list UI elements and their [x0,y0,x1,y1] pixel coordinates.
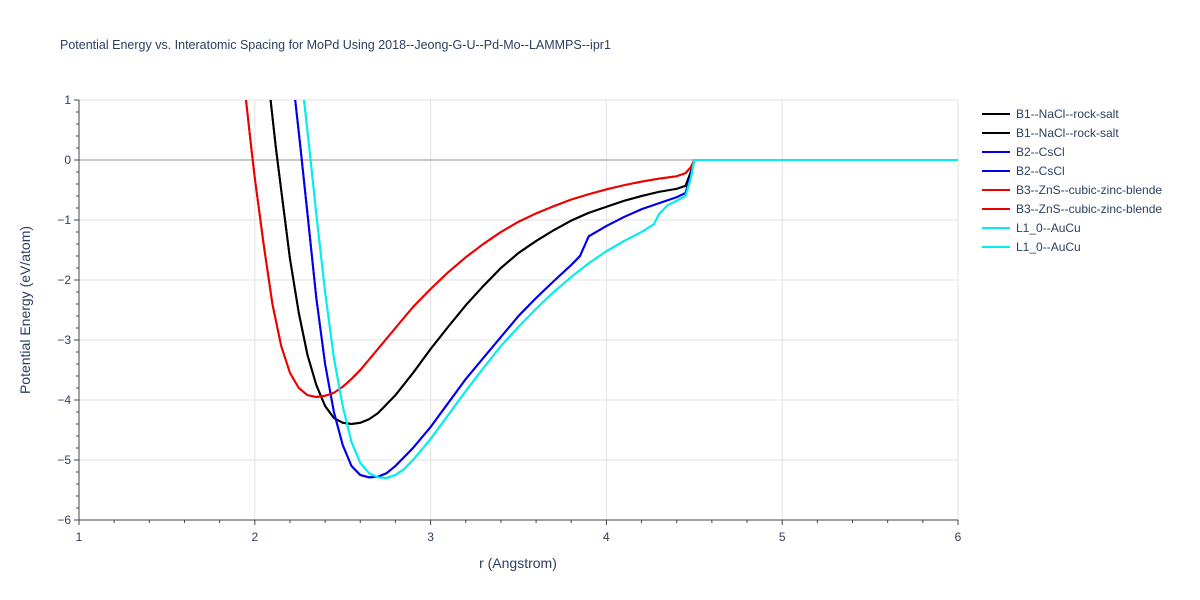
legend-item[interactable]: L1_0--AuCu [982,221,1081,235]
series-line-6 [303,100,958,479]
x-tick-label: 2 [251,530,258,544]
axes [74,99,959,525]
legend-label: L1_0--AuCu [1016,221,1081,235]
legend-label: B1--NaCl--rock-salt [1016,126,1119,140]
legend-label: L1_0--AuCu [1016,240,1081,254]
legend-label: B2--CsCl [1016,145,1065,159]
y-tick-label: −5 [57,453,71,467]
y-axis-title: Potential Energy (eV/atom) [17,226,33,394]
y-tick-label: −3 [57,333,71,347]
legend-label: B2--CsCl [1016,164,1065,178]
y-tick-label: 1 [64,93,71,107]
series-line-3 [294,100,958,479]
x-tick-label: 1 [76,530,83,544]
series-line-7 [303,100,958,479]
series-line-4 [245,100,958,398]
x-axis-title: r (Angstrom) [479,555,557,571]
x-tick-label: 5 [779,530,786,544]
chart-title: Potential Energy vs. Interatomic Spacing… [60,38,611,52]
series-line-1 [269,100,958,425]
y-tick-label: −1 [57,213,71,227]
tick-labels: 1 2 3 4 5 6 1 0 −1 −2 −3 −4 −5 −6 [57,93,961,544]
legend-item[interactable]: B2--CsCl [982,145,1065,159]
x-tick-label: 4 [603,530,610,544]
legend-label: B3--ZnS--cubic-zinc-blende [1016,202,1162,216]
x-tick-label: 3 [427,530,434,544]
y-tick-label: 0 [64,153,71,167]
legend-item[interactable]: B3--ZnS--cubic-zinc-blende [982,202,1162,216]
series-line-2 [294,100,958,479]
y-tick-label: −4 [57,393,71,407]
series-lines [245,100,958,479]
y-tick-label: −6 [57,513,71,527]
legend-label: B1--NaCl--rock-salt [1016,107,1119,121]
legend[interactable]: B1--NaCl--rock-salt B1--NaCl--rock-salt B2… [982,107,1162,254]
legend-item[interactable]: B3--ZnS--cubic-zinc-blende [982,183,1162,197]
legend-item[interactable]: B1--NaCl--rock-salt [982,126,1119,140]
x-tick-label: 6 [955,530,962,544]
grid [79,99,959,520]
y-tick-label: −2 [57,273,71,287]
legend-label: B3--ZnS--cubic-zinc-blende [1016,183,1162,197]
series-line-0 [269,100,958,425]
legend-item[interactable]: L1_0--AuCu [982,240,1081,254]
legend-item[interactable]: B2--CsCl [982,164,1065,178]
series-line-5 [245,100,958,398]
legend-item[interactable]: B1--NaCl--rock-salt [982,107,1119,121]
